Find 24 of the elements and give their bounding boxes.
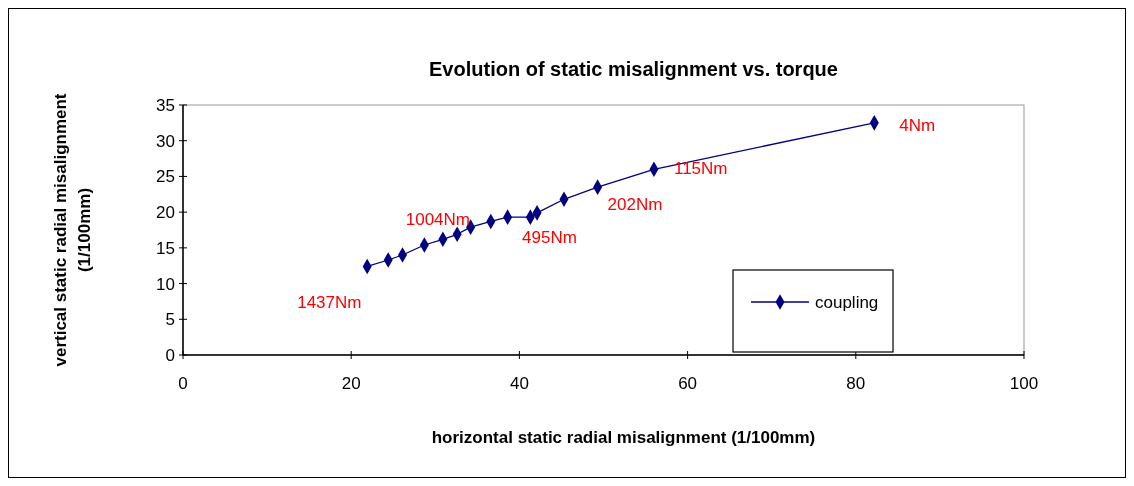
y-tick-label: 0 [165, 346, 175, 365]
annotation: 115Nm [673, 159, 728, 179]
x-tick-label: 60 [678, 374, 698, 393]
y-axis-title: vertical static radial misalignment (1/100mm) [51, 93, 94, 367]
y-tick-label: 30 [156, 131, 175, 151]
x-tick-label: 20 [341, 374, 361, 393]
x-axis-title: horizontal static radial misalignment (1/100mm) [431, 428, 816, 447]
annotation: 495Nm [522, 227, 577, 247]
annotation: 1437Nm [297, 293, 362, 313]
x-tick-label: 100 [1009, 374, 1039, 393]
annotation: 4Nm [899, 115, 936, 135]
chart-title: Evolution of static misalignment vs. torque [429, 58, 838, 80]
legend-label: coupling [815, 293, 879, 312]
y-tick-label: 35 [156, 96, 175, 115]
y-tick-label: 5 [165, 310, 175, 330]
annotation: 1004Nm [405, 210, 470, 230]
annotation: 202Nm [607, 195, 663, 215]
y-tick-label: 10 [156, 274, 175, 294]
x-tick-label: 40 [509, 374, 529, 393]
y-tick-label: 25 [156, 167, 175, 187]
x-tick-label: 0 [178, 374, 188, 393]
y-tick-label: 20 [156, 203, 175, 223]
y-tick-label: 15 [156, 238, 175, 258]
x-tick-label: 80 [846, 374, 866, 393]
